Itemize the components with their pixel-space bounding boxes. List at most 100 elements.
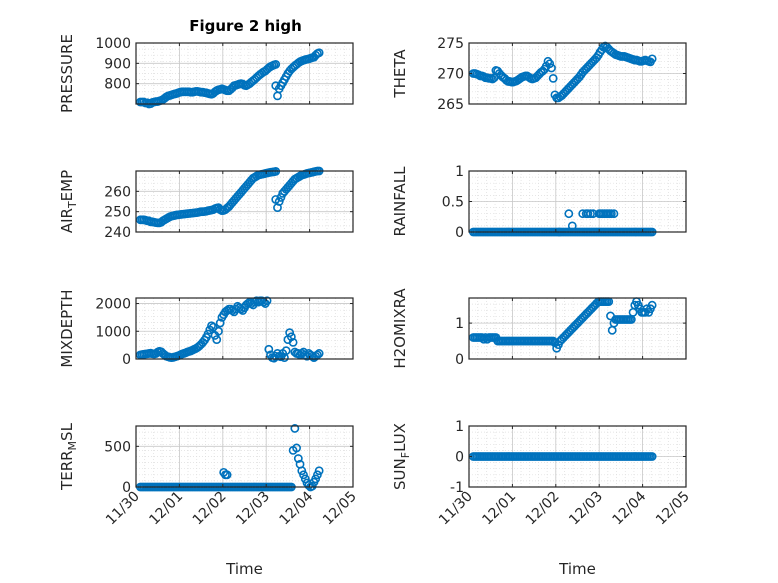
data-point [262,296,272,306]
ylabel-1: PRESSURE [58,34,76,113]
data-point [599,42,608,52]
subplot-2: 265 270 275 THETA [391,36,687,113]
data-point [273,91,282,101]
data-point [547,63,556,73]
data-point [488,74,497,84]
data-point [300,474,310,484]
data-point [222,470,232,480]
subplot-6: 0 1 H2OMIXRA [391,288,687,369]
x-tick-label: 12/03 [566,489,606,529]
y-tick-label: 1 [455,419,464,435]
data-point [567,221,577,231]
y-tick-label: 900 [104,56,131,72]
data-point [215,318,225,328]
ylabel-6: H2OMIXRA [391,288,409,369]
ylabel-4: RAINFALL [391,166,409,237]
x-tick-label: 12/01 [146,489,186,529]
y-tick-label: 800 [104,77,131,93]
data-point [264,344,274,354]
x-tick-label: 12/02 [190,489,230,529]
data-point [609,209,619,219]
ylabel-5: MIXDEPTH [58,289,76,367]
y-tick-label: 1 [455,164,464,180]
xlabel: Time [225,560,263,578]
data-point [548,73,558,83]
data-point [545,59,555,69]
x-tick-label: 12/04 [610,488,650,528]
data-point [207,321,216,331]
data-point [311,474,321,484]
data-point [586,209,595,219]
y-tick-label: 240 [104,225,131,241]
y-tick-label: 500 [104,439,131,455]
data-point [288,337,298,347]
data-point [208,322,218,332]
y-tick-label: 0 [455,352,464,368]
data-point [647,452,657,461]
data-point [647,300,657,310]
data-point [583,209,593,219]
y-tick-label: 2000 [95,297,131,313]
data-point [290,424,300,433]
axes-box [135,42,354,105]
data-point [299,470,308,480]
y-tick-label: 1000 [95,36,131,52]
data-point [281,346,291,356]
y-tick-label: 0 [122,352,131,368]
y-tick-label: 1 [455,316,464,332]
data-point [313,470,322,480]
data-point [607,325,617,335]
data-point [564,209,574,219]
data-point [214,326,223,336]
ylabel-3: AIRTEMP [58,170,79,233]
ylabel-7: TERRMSL [58,422,79,491]
y-tick-label: 275 [437,36,464,52]
x-tick-label: 12/01 [479,489,519,529]
x-tick-label: 12/02 [523,489,563,529]
xlabel: Time [558,560,596,578]
data-point [271,59,281,69]
data-point [212,335,222,344]
axes-box [135,170,354,233]
subplot-5: 0 1000 2000 MIXDEPTH [58,289,354,368]
y-tick-label: -1 [450,480,464,496]
axes-box [135,297,354,360]
y-tick-label: 260 [104,184,131,200]
y-tick-label: 250 [104,205,131,221]
axes-box [135,425,354,488]
data-point [286,332,296,342]
y-tick-label: 1000 [95,324,131,340]
data-point [307,481,317,491]
data-point [314,349,324,358]
data-point [314,48,324,58]
data-point [285,328,295,338]
data-point [297,466,307,476]
x-tick-label: 12/05 [653,489,693,529]
x-tick-label: 12/05 [320,489,360,529]
data-point [292,443,301,453]
y-tick-label: 270 [437,67,464,83]
y-tick-label: 0 [455,225,464,241]
y-tick-label: 0.5 [442,195,464,211]
data-point [314,466,324,476]
x-tick-label: 12/04 [277,488,317,528]
figure-title: Figure 2 high [189,17,302,35]
data-point [628,307,638,317]
ylabel-2: THETA [391,49,409,99]
subplot-1: 800 900 1000 PRESSURE Figure 2 high [58,17,354,113]
x-tick-label: 12/03 [233,489,273,529]
data-point [293,454,303,463]
subplot-4: 0 0.5 1 RAINFALL [391,164,687,241]
y-tick-label: 265 [437,97,464,113]
axes-box [468,297,687,360]
y-tick-label: 0 [122,480,131,496]
data-point [606,209,616,219]
data-point [274,197,284,206]
subplot-3: 240 250 260 AIRTEMP [58,166,354,241]
data-point [647,54,657,64]
ylabel-8: SUNFLUX [391,423,412,490]
y-tick-label: 0 [455,450,464,466]
